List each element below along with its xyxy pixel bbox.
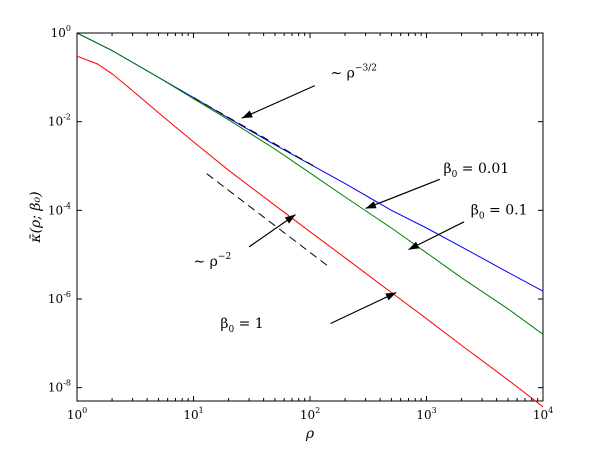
x-tick-label: 101 bbox=[183, 406, 203, 422]
x-axis-label: ρ bbox=[305, 426, 315, 442]
y-tick-label: 10-4 bbox=[48, 201, 71, 217]
annotation-label-5: β0​ = 1 bbox=[220, 316, 263, 335]
annotation-label-2: ∼ ρ−2 bbox=[194, 252, 232, 270]
series-line-3 bbox=[76, 55, 544, 408]
y-tick-label: 100 bbox=[51, 24, 71, 40]
x-tick-label: 102 bbox=[300, 406, 320, 422]
annotation-arrow-3-head bbox=[365, 201, 377, 209]
y-axis-label: κ̄(ρ; β₀) bbox=[28, 191, 44, 243]
annotation-arrow-3 bbox=[365, 178, 440, 210]
annotation-label-3: β0​ = 0.01 bbox=[444, 161, 510, 180]
reference-line-1 bbox=[193, 97, 316, 168]
annotation-label-4: β0​ = 0.1 bbox=[471, 203, 528, 222]
annotation-arrow-1-head bbox=[241, 110, 253, 119]
annotations: ∼ ρ−3/2 ∼ ρ−2 β0​ = 0.01 β0​ = 0.1 β0​ = 1 bbox=[194, 63, 528, 335]
axis-ticks: 100 101 102 103 104 100 10-2 10-4 10-6 10-8 bbox=[48, 24, 553, 422]
annotation-arrow-5 bbox=[330, 291, 397, 325]
y-tick-label: 10-2 bbox=[48, 113, 71, 129]
x-tick-label: 104 bbox=[533, 406, 553, 422]
annotation-arrow-1 bbox=[241, 85, 316, 119]
annotation-arrow-4 bbox=[408, 221, 465, 251]
reference-lines bbox=[193, 97, 331, 269]
annotation-arrow-5-head bbox=[385, 292, 397, 301]
annotation-arrow-4-head bbox=[408, 241, 420, 250]
y-tick-label: 10-6 bbox=[48, 290, 71, 306]
x-tick-label: 103 bbox=[416, 406, 436, 422]
y-tick-label: 10-8 bbox=[48, 379, 71, 395]
plot-area bbox=[76, 32, 544, 402]
x-tick-label: 100 bbox=[67, 406, 87, 422]
series-line-2 bbox=[76, 32, 544, 335]
annotation-arrow-2-head bbox=[284, 214, 296, 224]
annotation-label-1: ∼ ρ−3/2 bbox=[331, 63, 377, 81]
